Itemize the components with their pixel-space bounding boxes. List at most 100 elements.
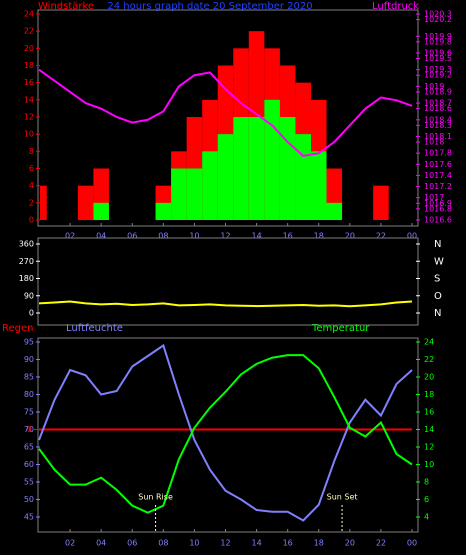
x-tick-label: 12 bbox=[220, 232, 230, 241]
y-tick-label: 95 bbox=[24, 338, 34, 347]
y-tick-label: 45 bbox=[24, 513, 34, 522]
y-tick-label: 8 bbox=[29, 147, 34, 156]
y2-tick-label: 1017.4 bbox=[424, 171, 452, 180]
y2-tick-label: 10 bbox=[424, 460, 434, 469]
y2-tick-label: 16 bbox=[424, 408, 434, 417]
x-tick-label: 14 bbox=[251, 232, 261, 241]
y3-tick-label: 0 bbox=[27, 425, 32, 434]
x-tick-label: 00 bbox=[407, 539, 417, 548]
x-tick-label: 12 bbox=[220, 539, 230, 548]
wind-bar bbox=[279, 117, 296, 220]
x-tick-label: 06 bbox=[127, 232, 137, 241]
y2-tick-label: O bbox=[434, 291, 442, 302]
y2-tick-label: 1016.9 bbox=[424, 199, 452, 208]
x-tick-label: 18 bbox=[314, 539, 324, 548]
y-tick-label: 75 bbox=[24, 408, 34, 417]
y2-tick-label: 18 bbox=[424, 390, 434, 399]
wind-bar bbox=[186, 168, 203, 220]
y2-tick-label: 1018.7 bbox=[424, 99, 452, 108]
y-tick-label: 65 bbox=[24, 443, 34, 452]
y2-tick-label: 1018.4 bbox=[424, 115, 452, 124]
wind-bar bbox=[217, 134, 234, 220]
wind-bar bbox=[310, 151, 327, 220]
y2-tick-label: 22 bbox=[424, 355, 434, 364]
series-line bbox=[38, 354, 413, 514]
y-tick-label: 14 bbox=[24, 95, 34, 104]
y2-tick-label: 1018.1 bbox=[424, 132, 452, 141]
y-tick-label: 2 bbox=[29, 198, 34, 207]
x-tick-label: 18 bbox=[314, 232, 324, 241]
y-tick-label: 0 bbox=[29, 309, 34, 318]
y2-tick-label: 4 bbox=[424, 513, 429, 522]
y-tick-label: 22 bbox=[24, 27, 34, 36]
plot-frame bbox=[37, 337, 419, 533]
y2-tick-label: N bbox=[434, 239, 441, 250]
y2-tick-label: N bbox=[434, 308, 441, 319]
x-tick-label: 16 bbox=[283, 539, 293, 548]
y2-tick-label: 1018.6 bbox=[424, 104, 452, 113]
y-tick-label: 4 bbox=[29, 181, 34, 190]
wind-bar bbox=[295, 134, 311, 220]
y2-tick-label: 1019.5 bbox=[424, 54, 452, 63]
y2-tick-label: 1020.2 bbox=[424, 15, 452, 24]
wind-bar bbox=[202, 151, 218, 220]
y2-tick-label: 1018 bbox=[424, 138, 444, 147]
y2-tick-label: 1017.2 bbox=[424, 182, 452, 191]
y-tick-label: 20 bbox=[24, 44, 34, 53]
y2-tick-label: 1017.8 bbox=[424, 149, 452, 158]
temperature-label: Temperatur bbox=[311, 323, 370, 334]
chart-title: 24 hours graph date 20 September 2020 bbox=[107, 1, 312, 12]
x-tick-label: 02 bbox=[65, 232, 75, 241]
x-tick-label: 02 bbox=[65, 539, 75, 548]
y-tick-label: 360 bbox=[19, 240, 34, 249]
plot-frame bbox=[37, 237, 419, 326]
x-tick-label: 08 bbox=[158, 232, 168, 241]
wind-bar bbox=[373, 185, 389, 220]
y2-tick-label: S bbox=[434, 274, 440, 285]
y-tick-label: 6 bbox=[29, 164, 34, 173]
y2-tick-label: 1019.8 bbox=[424, 37, 452, 46]
y-tick-label: 0 bbox=[29, 216, 34, 225]
y-tick-label: 80 bbox=[24, 390, 34, 399]
y2-tick-label: 24 bbox=[424, 338, 434, 347]
y2-tick-label: 1019.2 bbox=[424, 71, 452, 80]
x-tick-label: 04 bbox=[96, 232, 106, 241]
y2-tick-label: 1019 bbox=[424, 82, 444, 91]
x-tick-label: 22 bbox=[376, 232, 386, 241]
y-tick-label: 55 bbox=[24, 478, 34, 487]
wind-bar bbox=[248, 117, 265, 220]
y2-tick-label: 1018.9 bbox=[424, 87, 452, 96]
y-tick-label: 90 bbox=[24, 291, 34, 300]
plot-frame bbox=[37, 9, 419, 227]
y-tick-label: 16 bbox=[24, 78, 34, 87]
humidity-label: Luftfeuchte bbox=[66, 323, 123, 334]
wind-bar bbox=[171, 168, 187, 220]
y2-tick-label: 1016.6 bbox=[424, 216, 452, 225]
x-tick-label: 20 bbox=[345, 539, 355, 548]
wind-bar bbox=[326, 202, 343, 220]
x-tick-label: 14 bbox=[251, 539, 261, 548]
y2-tick-label: 12 bbox=[424, 443, 434, 452]
wind-bar bbox=[77, 185, 94, 220]
series-line bbox=[38, 343, 413, 522]
x-tick-label: 10 bbox=[189, 232, 199, 241]
y-tick-label: 12 bbox=[24, 113, 34, 122]
y2-tick-label: 1017.6 bbox=[424, 160, 452, 169]
y2-tick-label: 1019.3 bbox=[424, 65, 452, 74]
x-tick-label: 06 bbox=[127, 539, 137, 548]
x-tick-label: 04 bbox=[96, 539, 106, 548]
pressure-label: Luftdruck bbox=[372, 1, 419, 12]
y-tick-label: 60 bbox=[24, 460, 34, 469]
x-tick-label: 08 bbox=[158, 539, 168, 548]
y2-tick-label: 20 bbox=[424, 373, 434, 382]
wind-bar bbox=[93, 202, 109, 220]
wind-bar bbox=[233, 117, 249, 220]
y-tick-label: 50 bbox=[24, 495, 34, 504]
annotation: Sun Set bbox=[327, 493, 358, 502]
series-line bbox=[38, 68, 413, 158]
y2-tick-label: 1018.3 bbox=[424, 121, 452, 130]
x-tick-label: 16 bbox=[283, 232, 293, 241]
y-tick-label: 24 bbox=[24, 10, 34, 19]
x-tick-label: 22 bbox=[376, 539, 386, 548]
